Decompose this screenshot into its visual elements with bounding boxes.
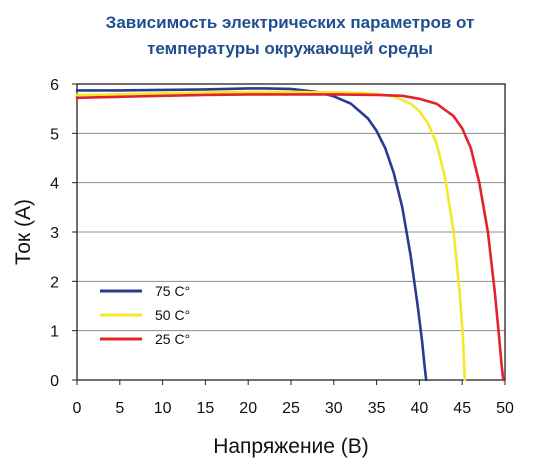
- series-line: [75, 93, 505, 382]
- x-tick-label: 30: [325, 400, 343, 417]
- legend-label: 50 C°: [155, 307, 190, 323]
- legend-label: 75 C°: [155, 283, 190, 299]
- x-tick-label: 15: [197, 400, 215, 417]
- y-axis-ticks: 0 1 2 3 4 5 6: [50, 77, 77, 390]
- x-tick-label: 45: [453, 400, 471, 417]
- x-axis-label: Напряжение (В): [213, 435, 369, 458]
- x-tick-label: 50: [496, 400, 514, 417]
- y-tick-label: 1: [50, 324, 59, 341]
- x-tick-label: 35: [368, 400, 386, 417]
- y-tick-label: 6: [50, 77, 59, 94]
- y-tick-label: 3: [50, 225, 59, 242]
- x-tick-label: 5: [115, 400, 124, 417]
- x-tick-label: 25: [282, 400, 300, 417]
- y-axis-label: Ток (А): [12, 199, 35, 265]
- y-tick-label: 5: [50, 126, 59, 143]
- series-line: [75, 87, 428, 382]
- x-tick-label: 0: [73, 400, 82, 417]
- chart-title: Зависимость электрических параметров от …: [105, 13, 475, 58]
- legend-label: 25 C°: [155, 331, 190, 347]
- x-axis-ticks: 0 5 10 15 20 25 30 35 40 45 50: [73, 380, 514, 417]
- legend: 75 C° 50 C° 25 C°: [100, 283, 190, 347]
- y-tick-label: 2: [50, 274, 59, 291]
- x-tick-label: 20: [239, 400, 257, 417]
- y-tick-label: 0: [50, 373, 59, 390]
- gridlines: [77, 132, 505, 332]
- x-tick-label: 10: [154, 400, 172, 417]
- y-tick-label: 4: [50, 176, 59, 193]
- series-lines: [75, 87, 505, 382]
- x-tick-label: 40: [411, 400, 429, 417]
